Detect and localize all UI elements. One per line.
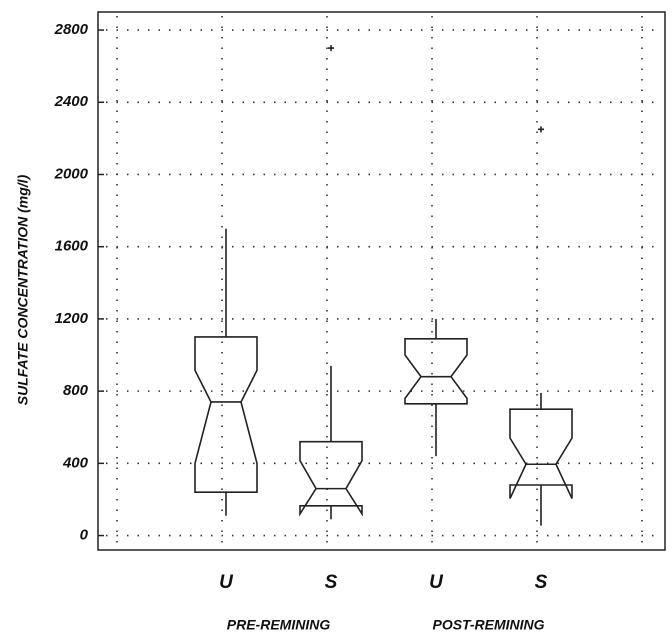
y-axis-label: SULFATE CONCENTRATION (mg/l) [15, 174, 31, 405]
y-tick-label: 400 [62, 454, 89, 471]
notched-box [509, 408, 573, 499]
outlier [538, 126, 544, 133]
y-tick-label: 2400 [54, 93, 89, 110]
x-tick-label: U [219, 572, 234, 593]
x-tick-label: S [535, 572, 548, 593]
notched-box [194, 336, 258, 494]
x-tick-label: U [429, 572, 444, 593]
group-label: POST-REMINING [432, 617, 544, 633]
y-tick-label: 1200 [55, 310, 89, 327]
y-tick-label: 0 [80, 527, 89, 544]
y-tick-label: 1600 [55, 238, 89, 255]
notched-box [299, 440, 363, 517]
y-tick-label: 2000 [54, 165, 89, 182]
outlier [328, 45, 334, 52]
notched-box [404, 337, 468, 405]
plot-frame [97, 11, 666, 551]
y-tick-label: 800 [63, 382, 89, 399]
x-tick-label: S [325, 572, 338, 593]
group-label: PRE-REMINING [227, 617, 331, 633]
y-tick-label: 2800 [54, 21, 89, 38]
